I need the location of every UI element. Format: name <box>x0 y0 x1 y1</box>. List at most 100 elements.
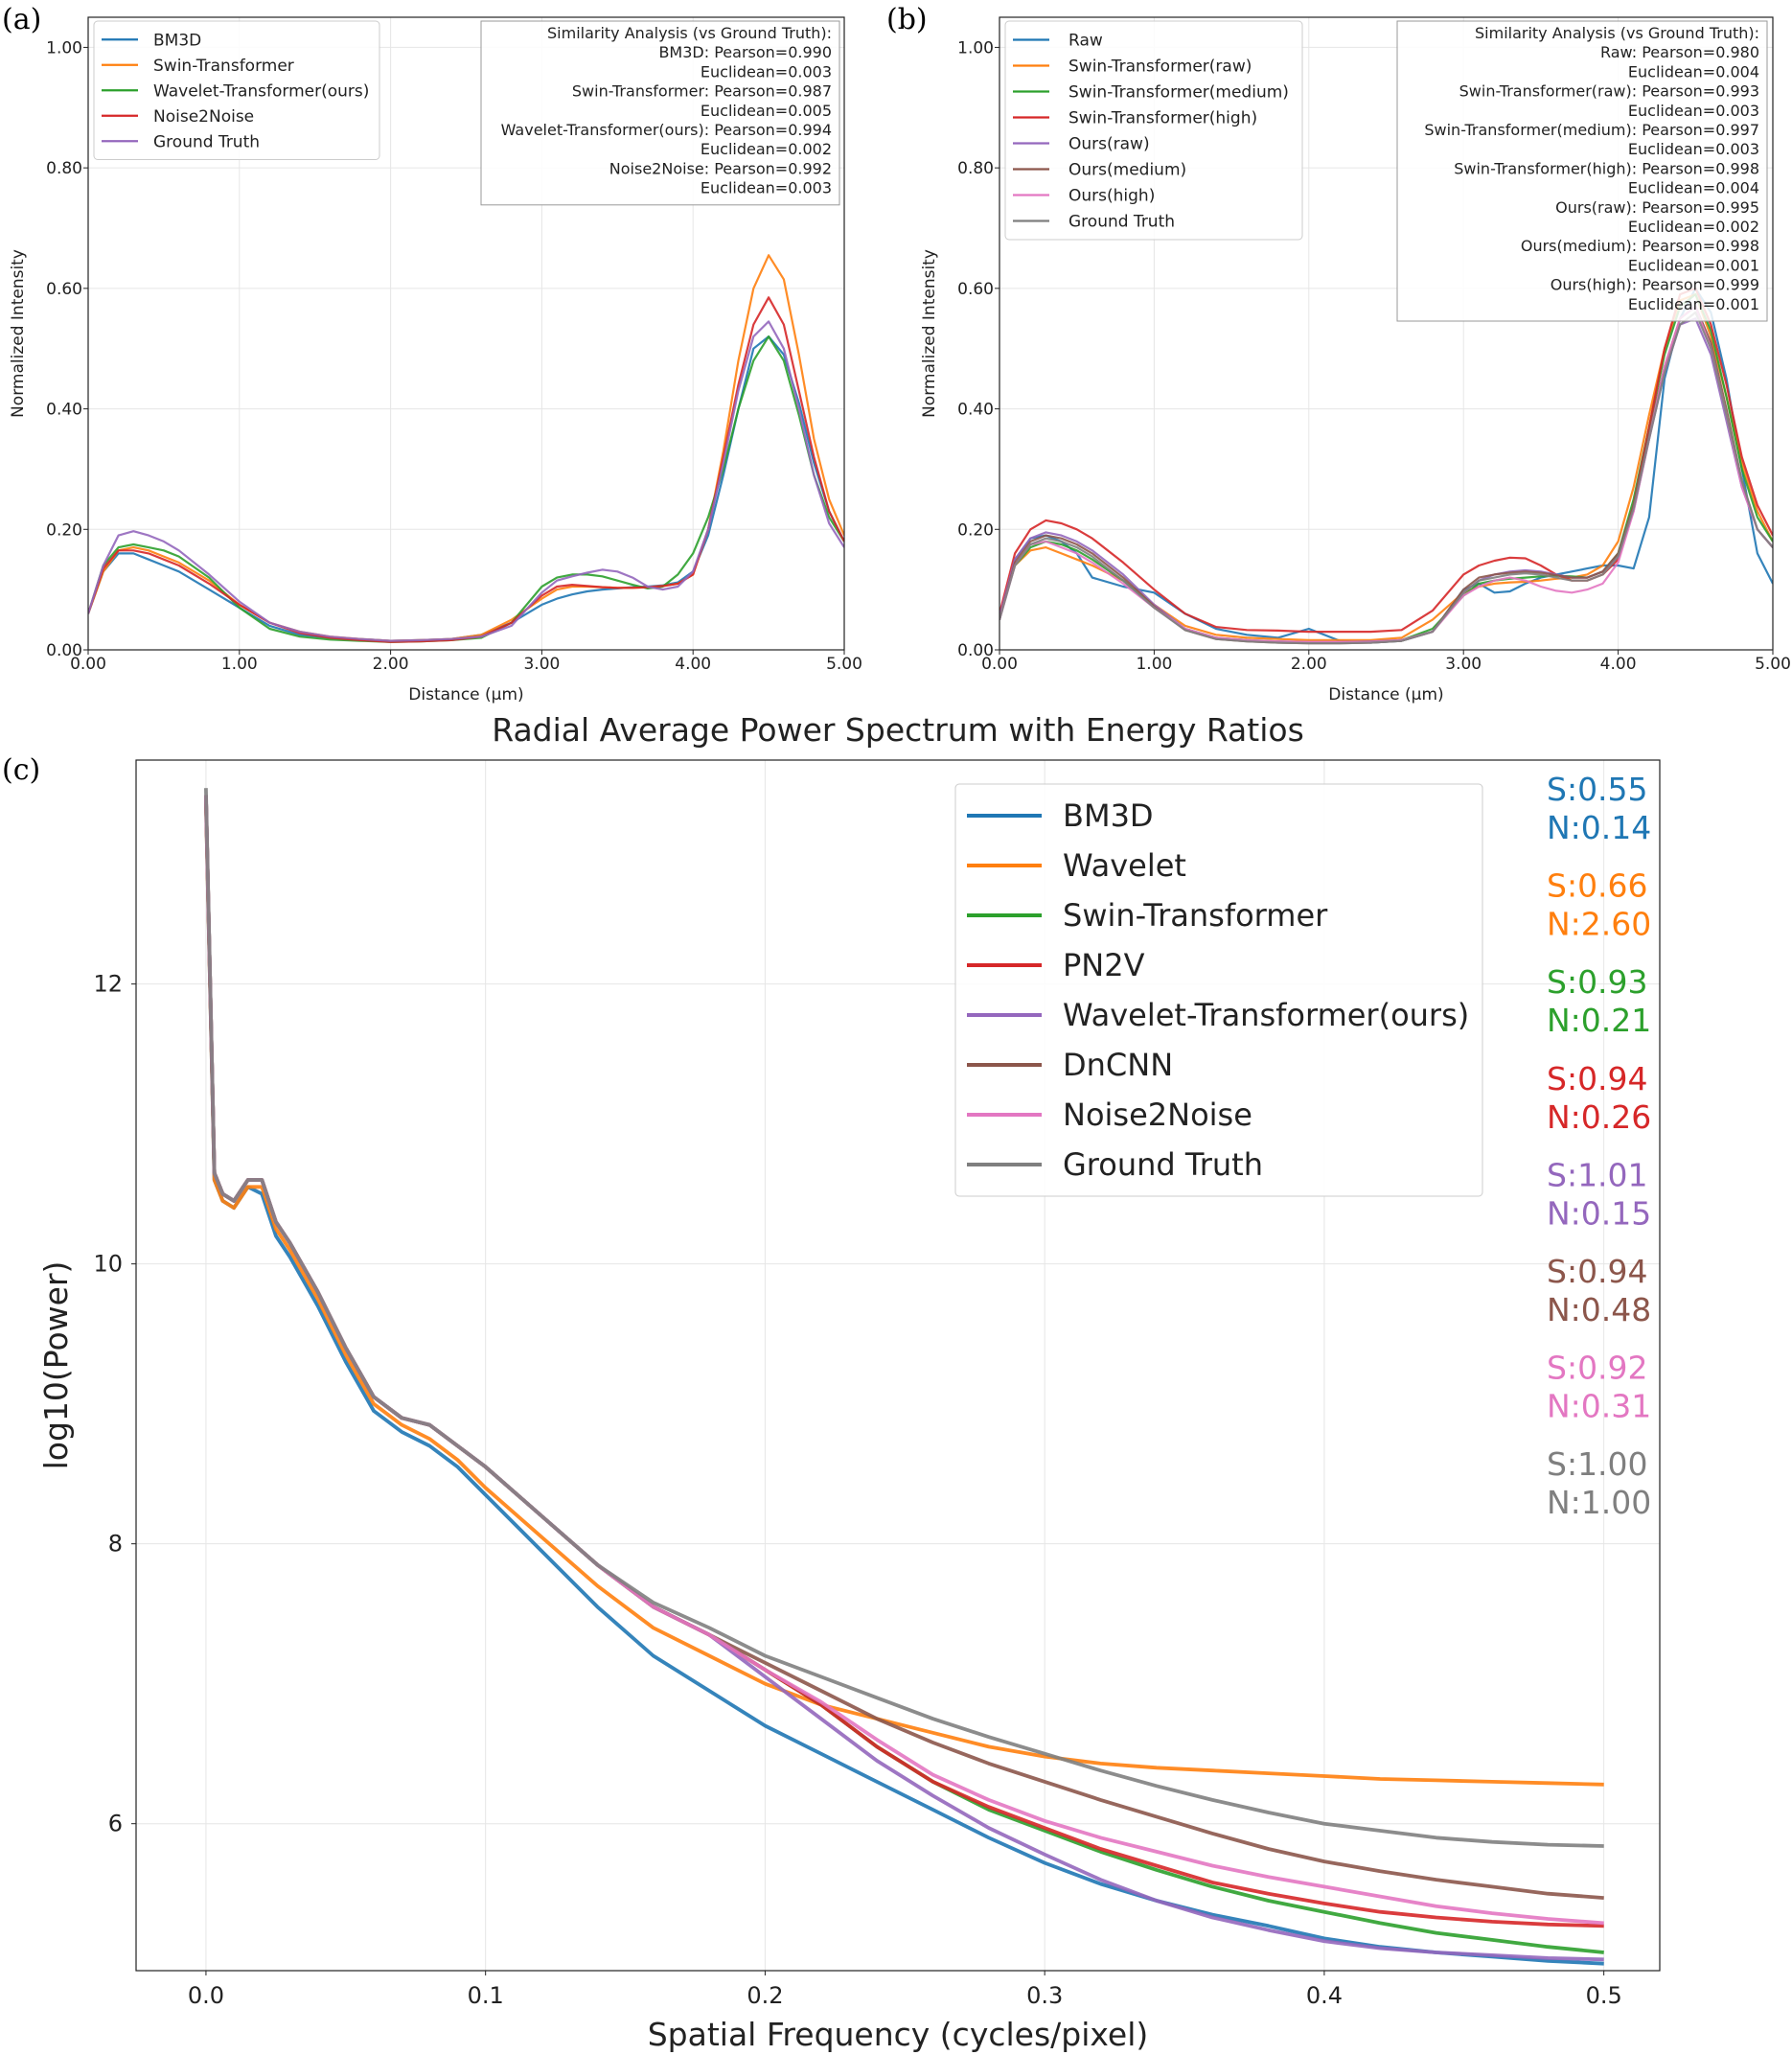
chart-c-energy-ratio-n-5: N:0.48 <box>1547 1291 1651 1328</box>
chart-c-energy-ratio-s-4: S:1.01 <box>1547 1156 1648 1193</box>
chart-c-y-axis-label: log10(Power) <box>37 1261 75 1470</box>
chart-c-energy-ratio-s-3: S:0.94 <box>1547 1060 1648 1097</box>
chart-b-annotation-line-3: Swin-Transformer(raw): Pearson=0.993 <box>1459 82 1759 101</box>
chart-a-ytick-label: 0.40 <box>46 401 82 420</box>
chart-b-frame <box>999 16 1774 651</box>
chart-b-annotation-line-12: Euclidean=0.001 <box>1628 256 1759 274</box>
chart-b: 0.00 1.00 2.00 3.00 4.00 5.00 0.00 0.20 0.40 0.60… <box>920 16 1791 704</box>
chart-b-annotation-line-5: Swin-Transformer(medium): Pearson=0.997 <box>1424 121 1759 139</box>
chart-a-xtick-label: 3.00 <box>523 655 560 674</box>
chart-c-ytick-label: 10 <box>93 1251 123 1278</box>
chart-b-legend-label-0: Raw <box>1068 32 1103 51</box>
chart-b-annotation-line-13: Ours(high): Pearson=0.999 <box>1551 276 1759 294</box>
chart-b-annotation-line-14: Euclidean=0.001 <box>1628 295 1759 313</box>
chart-a-xtick-label: 1.00 <box>221 655 258 674</box>
chart-b-legend-label-3: Swin-Transformer(high) <box>1068 109 1257 128</box>
chart-b-series-line-3 <box>999 287 1773 634</box>
chart-a-xtick-label: 0.00 <box>70 655 106 674</box>
chart-b-series-line-2 <box>999 293 1773 644</box>
chart-b-ytick-label: 0.60 <box>957 280 994 299</box>
chart-c-energy-ratio-s-1: S:0.66 <box>1547 867 1648 905</box>
chart-a-series-line-2 <box>88 335 844 643</box>
chart-c-x-axis-label: Spatial Frequency (cycles/pixel) <box>648 2016 1149 2053</box>
chart-b-legend-label-7: Ground Truth <box>1068 213 1175 232</box>
chart-a-legend-label-3: Noise2Noise <box>153 107 254 127</box>
chart-c-ytick-label: 12 <box>93 971 123 998</box>
chart-c-xtick-label: 0.0 <box>188 1982 224 2009</box>
chart-a-annotation-line-3: Swin-Transformer: Pearson=0.987 <box>572 82 832 101</box>
chart-a-xtick-label: 5.00 <box>826 655 862 674</box>
chart-c-legend-label-4: Wavelet-Transformer(ours) <box>1063 997 1469 1033</box>
chart-a-ytick-label: 0.20 <box>46 520 82 540</box>
chart-c-energy-ratio-n-3: N:0.26 <box>1547 1098 1651 1136</box>
chart-a-legend-label-1: Swin-Transformer <box>153 57 294 76</box>
chart-a-annotation-line-1: BM3D: Pearson=0.990 <box>658 43 832 61</box>
chart-c-energy-ratio-n-7: N:1.00 <box>1547 1484 1651 1521</box>
chart-c-legend-label-7: Ground Truth <box>1063 1146 1263 1183</box>
chart-c-xtick-label: 0.2 <box>747 1982 783 2009</box>
chart-b-annotation-line-10: Euclidean=0.002 <box>1628 218 1759 236</box>
chart-c-legend-label-6: Noise2Noise <box>1063 1097 1252 1133</box>
chart-b-series-line-5 <box>999 305 1773 645</box>
chart-c-ytick-label: 8 <box>108 1531 123 1558</box>
chart-b-series-line-7 <box>999 311 1773 645</box>
chart-c-legend-label-2: Swin-Transformer <box>1063 897 1328 934</box>
chart-b-series-group <box>999 287 1773 645</box>
chart-c-ytick-label: 6 <box>108 1811 123 1837</box>
chart-b-annotation-line-1: Raw: Pearson=0.980 <box>1600 43 1759 61</box>
chart-b-y-axis-label: Normalized Intensity <box>920 249 939 418</box>
chart-b-xtick-label: 3.00 <box>1445 655 1482 674</box>
chart-a-annotation-box <box>480 20 840 206</box>
chart-b-annotation-box <box>1396 20 1768 322</box>
chart-b-annotation-line-2: Euclidean=0.004 <box>1628 62 1759 81</box>
chart-c-series-line-7 <box>204 788 1604 1848</box>
chart-c-energy-ratio-s-2: S:0.93 <box>1547 963 1648 1001</box>
chart-c-energy-ratio-s-0: S:0.55 <box>1547 771 1648 808</box>
chart-b-annotation-line-7: Swin-Transformer(high): Pearson=0.998 <box>1454 159 1759 177</box>
chart-a-y-axis-label: Normalized Intensity <box>9 249 28 418</box>
panel-letter-b: (b) <box>886 3 928 36</box>
chart-c-xtick-label: 0.5 <box>1586 1982 1622 2009</box>
chart-b-xtick-label: 1.00 <box>1136 655 1172 674</box>
chart-a-annotation-line-6: Euclidean=0.002 <box>701 140 832 158</box>
chart-a-ytick-label: 0.60 <box>46 280 82 299</box>
chart-c-legend-label-5: DnCNN <box>1063 1047 1173 1083</box>
chart-a-annotation-line-0: Similarity Analysis (vs Ground Truth): <box>547 24 832 42</box>
chart-a-series-line-0 <box>88 335 844 642</box>
chart-a-frame <box>87 16 845 651</box>
chart-c-legend-label-0: BM3D <box>1063 797 1154 834</box>
chart-b-ytick-label: 0.00 <box>957 641 994 660</box>
chart-b-legend-label-4: Ours(raw) <box>1068 135 1150 154</box>
chart-c-legend-label-3: PN2V <box>1063 947 1145 983</box>
chart-a-series-line-3 <box>88 296 844 643</box>
panel-letter-a: (a) <box>2 3 41 36</box>
chart-a-ytick-label: 0.80 <box>46 159 82 178</box>
panel-letter-c: (c) <box>2 753 40 787</box>
chart-a-ytick-label: 1.00 <box>46 38 82 58</box>
chart-b-legend-label-2: Swin-Transformer(medium) <box>1068 83 1289 103</box>
chart-a-legend-label-0: BM3D <box>153 31 201 50</box>
chart-a-xtick-label: 2.00 <box>373 655 409 674</box>
chart-c-legend-box <box>954 783 1483 1197</box>
chart-c-energy-ratio-n-6: N:0.31 <box>1547 1388 1651 1425</box>
chart-b-legend-label-1: Swin-Transformer(raw) <box>1068 58 1252 77</box>
chart-b-series-line-1 <box>999 293 1773 641</box>
chart-a-series-line-4 <box>88 320 844 642</box>
chart-c-xtick-label: 0.3 <box>1026 1982 1063 2009</box>
chart-c-series-line-0 <box>204 801 1604 1966</box>
chart-b-ytick-label: 1.00 <box>957 38 994 58</box>
chart-a-xtick-label: 4.00 <box>675 655 711 674</box>
chart-a-ytick-label: 0.00 <box>46 641 82 660</box>
chart-b-annotation-line-8: Euclidean=0.004 <box>1628 179 1759 197</box>
chart-b-xtick-label: 2.00 <box>1291 655 1327 674</box>
chart-a-legend-label-4: Ground Truth <box>153 132 260 151</box>
chart-c-series-group <box>204 788 1604 1966</box>
chart-b-xtick-label: 4.00 <box>1600 655 1637 674</box>
chart-a-annotation-line-8: Euclidean=0.003 <box>701 179 832 197</box>
chart-b-annotation-line-9: Ours(raw): Pearson=0.995 <box>1555 198 1759 217</box>
chart-c-energy-ratio-n-4: N:0.15 <box>1547 1194 1651 1232</box>
chart-a-annotation-line-5: Wavelet-Transformer(ours): Pearson=0.994 <box>501 121 832 139</box>
chart-a-annotation-line-2: Euclidean=0.003 <box>701 62 832 81</box>
chart-b-legend-box <box>1004 20 1303 241</box>
